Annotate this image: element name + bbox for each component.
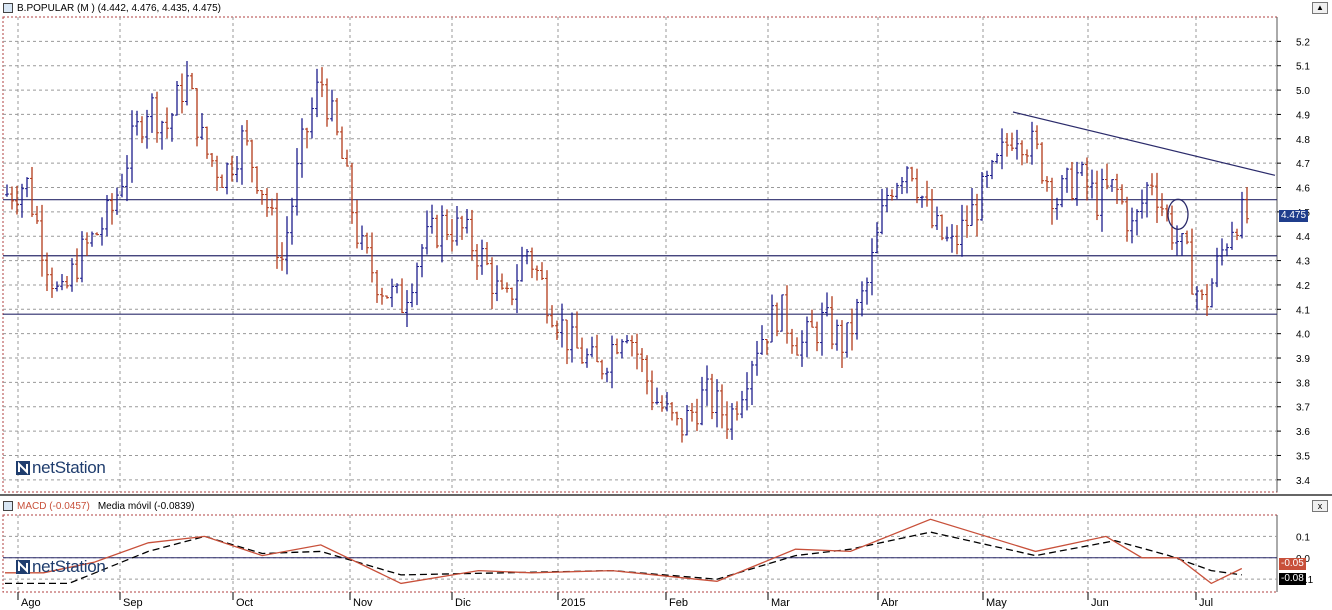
y-tick-label: 3.9: [1296, 354, 1310, 365]
x-tick-label: Abr: [881, 597, 898, 609]
logo-text: netStation: [32, 557, 106, 576]
y-tick-label: 4.1: [1296, 305, 1310, 316]
price-panel-frame: [2, 16, 1278, 493]
netstation-logo-icon: [16, 461, 30, 475]
y-tick-label: 5.2: [1296, 37, 1310, 48]
macd-line: [5, 518, 1243, 585]
y-tick-label: 3.4: [1296, 476, 1310, 487]
signal-title: Media móvil (-0.0839): [97, 500, 195, 512]
y-tick-label: 4.2: [1296, 281, 1310, 292]
panel-icon: [3, 501, 13, 511]
x-tick-label: Dic: [455, 597, 471, 609]
netstation-logo: netStation: [16, 458, 106, 478]
x-tick-label: Ago: [21, 597, 41, 609]
logo-text: netStation: [32, 458, 106, 477]
y-tick-label: 3.6: [1296, 427, 1310, 438]
close-button[interactable]: x: [1312, 500, 1328, 512]
y-tick-label: 4.7: [1296, 159, 1310, 170]
y-tick-label: 5.0: [1296, 86, 1310, 97]
x-tick-label: May: [986, 597, 1007, 609]
x-tick-label: Oct: [236, 597, 253, 609]
y-tick-label: 5.1: [1296, 62, 1310, 73]
netstation-logo-icon: [16, 560, 30, 574]
price-panel-title: B.POPULAR (M ) (4.442, 4.476, 4.435, 4.4…: [17, 2, 221, 14]
signal-line: [5, 531, 1242, 585]
last-signal-label: -0.08: [1279, 573, 1306, 585]
panel-icon: [3, 3, 13, 13]
x-tick-label: Mar: [771, 597, 790, 609]
y-tick-label: 3.8: [1296, 378, 1310, 389]
y-tick-label: 3.7: [1296, 403, 1310, 414]
x-tick-label: Jul: [1199, 597, 1213, 609]
netstation-logo-macd: netStation: [16, 557, 106, 577]
macd-panel-titlebar: MACD (-0.0457) Media móvil (-0.0839) x: [0, 498, 1332, 514]
y-tick-label: 4.3: [1296, 257, 1310, 268]
x-tick-label: 2015: [561, 597, 585, 609]
last-price-label: 4.475: [1279, 210, 1309, 222]
maximize-button[interactable]: ▲: [1312, 2, 1328, 14]
x-tick-label: Jun: [1091, 597, 1109, 609]
y-tick-label: 4.4: [1296, 232, 1310, 243]
trendline: [1012, 111, 1276, 176]
x-tick-label: Feb: [669, 597, 688, 609]
y-tick-label: 4.0: [1296, 330, 1310, 341]
last-macd-label: -0.05: [1279, 558, 1306, 570]
macd-panel-frame: [2, 514, 1278, 593]
price-panel-titlebar: B.POPULAR (M ) (4.442, 4.476, 4.435, 4.4…: [0, 0, 1332, 16]
macd-tick-label: 0.1: [1296, 532, 1310, 543]
macd-title: MACD (-0.0457): [17, 500, 90, 512]
y-tick-label: 4.9: [1296, 110, 1310, 121]
y-tick-label: 3.5: [1296, 451, 1310, 462]
x-tick-label: Sep: [123, 597, 143, 609]
ellipse-marker: [1167, 198, 1189, 230]
y-tick-label: 4.8: [1296, 135, 1310, 146]
y-tick-label: 4.6: [1296, 184, 1310, 195]
x-tick-label: Nov: [353, 597, 373, 609]
